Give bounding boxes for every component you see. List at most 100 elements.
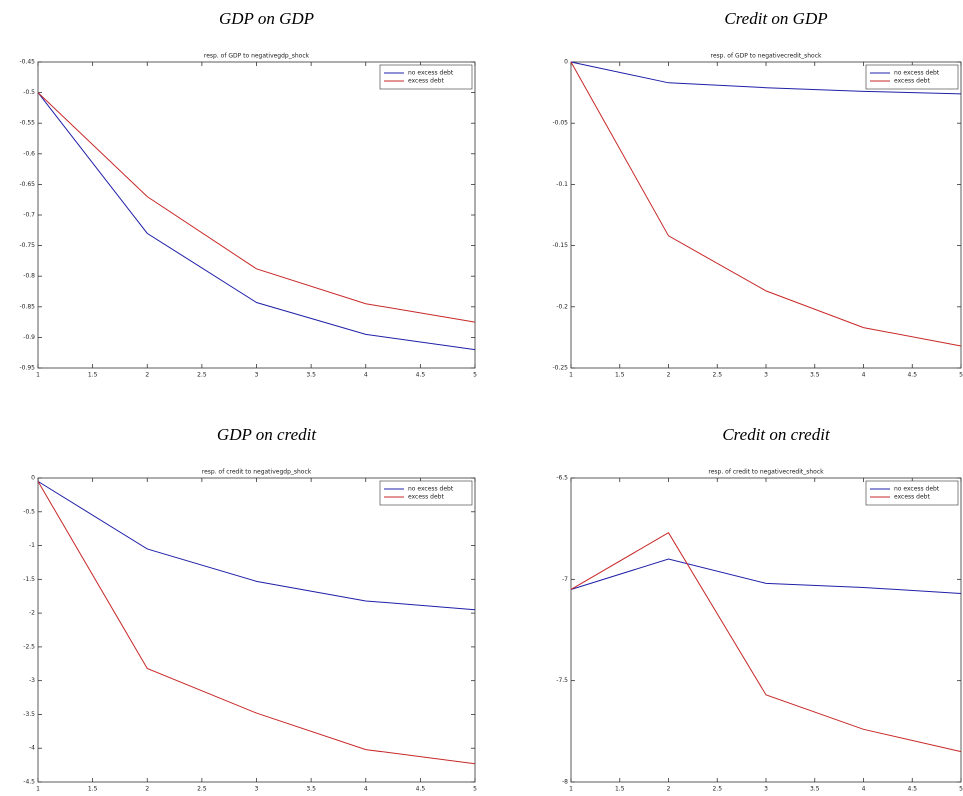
x-tick-label: 3 — [764, 786, 768, 793]
y-tick-label: -0.45 — [19, 59, 35, 66]
subplot-heading: Credit on credit — [722, 425, 831, 444]
x-tick-label: 3.5 — [810, 372, 820, 379]
x-tick-label: 3 — [255, 372, 259, 379]
y-tick-label: -0.5 — [23, 89, 35, 96]
series-line — [37, 92, 476, 323]
legend-box — [865, 64, 959, 90]
x-tick-label: 2.5 — [712, 786, 722, 793]
legend-label: no excess debt — [408, 486, 454, 493]
x-tick-label: 4 — [364, 786, 368, 793]
y-tick-label: -7.5 — [556, 677, 568, 684]
x-tick-label: 1 — [36, 372, 40, 379]
axes-title: resp. of credit to negativecredit_shock — [708, 469, 824, 476]
legend-label: excess debt — [894, 494, 930, 501]
x-tick-label: 4.5 — [416, 372, 426, 379]
y-tick-label: -0.15 — [552, 242, 568, 249]
x-tick-label: 4.5 — [416, 786, 426, 793]
axes-title: resp. of credit to negativegdp_shock — [202, 469, 312, 476]
x-tick-label: 2 — [667, 372, 671, 379]
y-tick-label: -0.5 — [23, 508, 35, 515]
y-tick-label: -4.5 — [23, 779, 35, 786]
x-tick-label: 2.5 — [197, 372, 207, 379]
y-tick-label: -0.85 — [19, 303, 35, 310]
x-tick-label: 4.5 — [907, 786, 917, 793]
y-tick-label: -1.5 — [23, 576, 35, 583]
axes-frame — [37, 477, 476, 783]
y-tick-label: -6.5 — [556, 475, 568, 482]
legend-label: no excess debt — [894, 70, 940, 77]
legend-label: excess debt — [894, 78, 930, 85]
x-tick-label: 3 — [255, 786, 259, 793]
subplot-heading: GDP on GDP — [219, 9, 314, 28]
series-line — [570, 61, 962, 347]
y-tick-label: -3.5 — [23, 711, 35, 718]
series-line — [37, 480, 476, 611]
x-tick-label: 1.5 — [88, 786, 98, 793]
y-tick-label: -1 — [29, 542, 35, 549]
y-tick-label: -0.1 — [556, 181, 568, 188]
y-tick-label: -3 — [29, 677, 35, 684]
x-tick-label: 5 — [473, 786, 477, 793]
y-tick-label: -0.2 — [556, 303, 568, 310]
y-tick-label: -0.6 — [23, 150, 35, 157]
y-tick-label: 0 — [564, 59, 568, 66]
x-tick-label: 1 — [569, 786, 573, 793]
x-tick-label: 1 — [569, 372, 573, 379]
x-tick-label: 3.5 — [306, 372, 316, 379]
y-tick-label: -0.05 — [552, 120, 568, 127]
x-tick-label: 3.5 — [810, 786, 820, 793]
y-tick-label: -0.7 — [23, 212, 35, 219]
x-tick-label: 2 — [145, 372, 149, 379]
x-tick-label: 4 — [862, 372, 866, 379]
y-tick-label: -2 — [29, 610, 35, 617]
x-tick-label: 2.5 — [197, 786, 207, 793]
axes-frame — [570, 61, 962, 369]
x-tick-label: 1.5 — [615, 786, 625, 793]
y-tick-label: -4 — [29, 745, 35, 752]
x-tick-label: 5 — [473, 372, 477, 379]
legend-label: no excess debt — [894, 486, 940, 493]
axes-frame — [570, 477, 962, 783]
axes-frame — [37, 61, 476, 369]
x-tick-label: 2 — [145, 786, 149, 793]
subplot-heading: Credit on GDP — [724, 9, 827, 28]
y-tick-label: -0.9 — [23, 334, 35, 341]
y-tick-label: -0.55 — [19, 120, 35, 127]
y-tick-label: -0.75 — [19, 242, 35, 249]
y-tick-label: -0.95 — [19, 365, 35, 372]
x-tick-label: 3 — [764, 372, 768, 379]
x-tick-label: 4 — [364, 372, 368, 379]
x-tick-label: 1.5 — [88, 372, 98, 379]
series-line — [570, 558, 962, 595]
x-tick-label: 4.5 — [907, 372, 917, 379]
legend-box — [379, 480, 473, 506]
y-tick-label: -0.8 — [23, 273, 35, 280]
series-line — [37, 481, 476, 765]
x-tick-label: 4 — [862, 786, 866, 793]
y-tick-label: 0 — [31, 475, 35, 482]
legend-label: excess debt — [408, 78, 444, 85]
axes-title: resp. of GDP to negativegdp_shock — [204, 53, 310, 60]
y-tick-label: -8 — [562, 779, 568, 786]
series-line — [37, 92, 476, 351]
x-tick-label: 1.5 — [615, 372, 625, 379]
legend-label: no excess debt — [408, 70, 454, 77]
axes-title: resp. of GDP to negativecredit_shock — [711, 53, 822, 60]
x-tick-label: 2 — [667, 786, 671, 793]
x-tick-label: 5 — [959, 786, 963, 793]
y-tick-label: -0.25 — [552, 365, 568, 372]
x-tick-label: 5 — [959, 372, 963, 379]
x-tick-label: 3.5 — [306, 786, 316, 793]
x-tick-label: 1 — [36, 786, 40, 793]
x-tick-label: 2.5 — [712, 372, 722, 379]
legend-box — [865, 480, 959, 506]
y-tick-label: -0.65 — [19, 181, 35, 188]
legend-box — [379, 64, 473, 90]
series-line — [570, 532, 962, 753]
y-tick-label: -7 — [562, 576, 568, 583]
y-tick-label: -2.5 — [23, 643, 35, 650]
subplot-heading: GDP on credit — [217, 425, 317, 444]
legend-label: excess debt — [408, 494, 444, 501]
series-line — [570, 61, 962, 95]
